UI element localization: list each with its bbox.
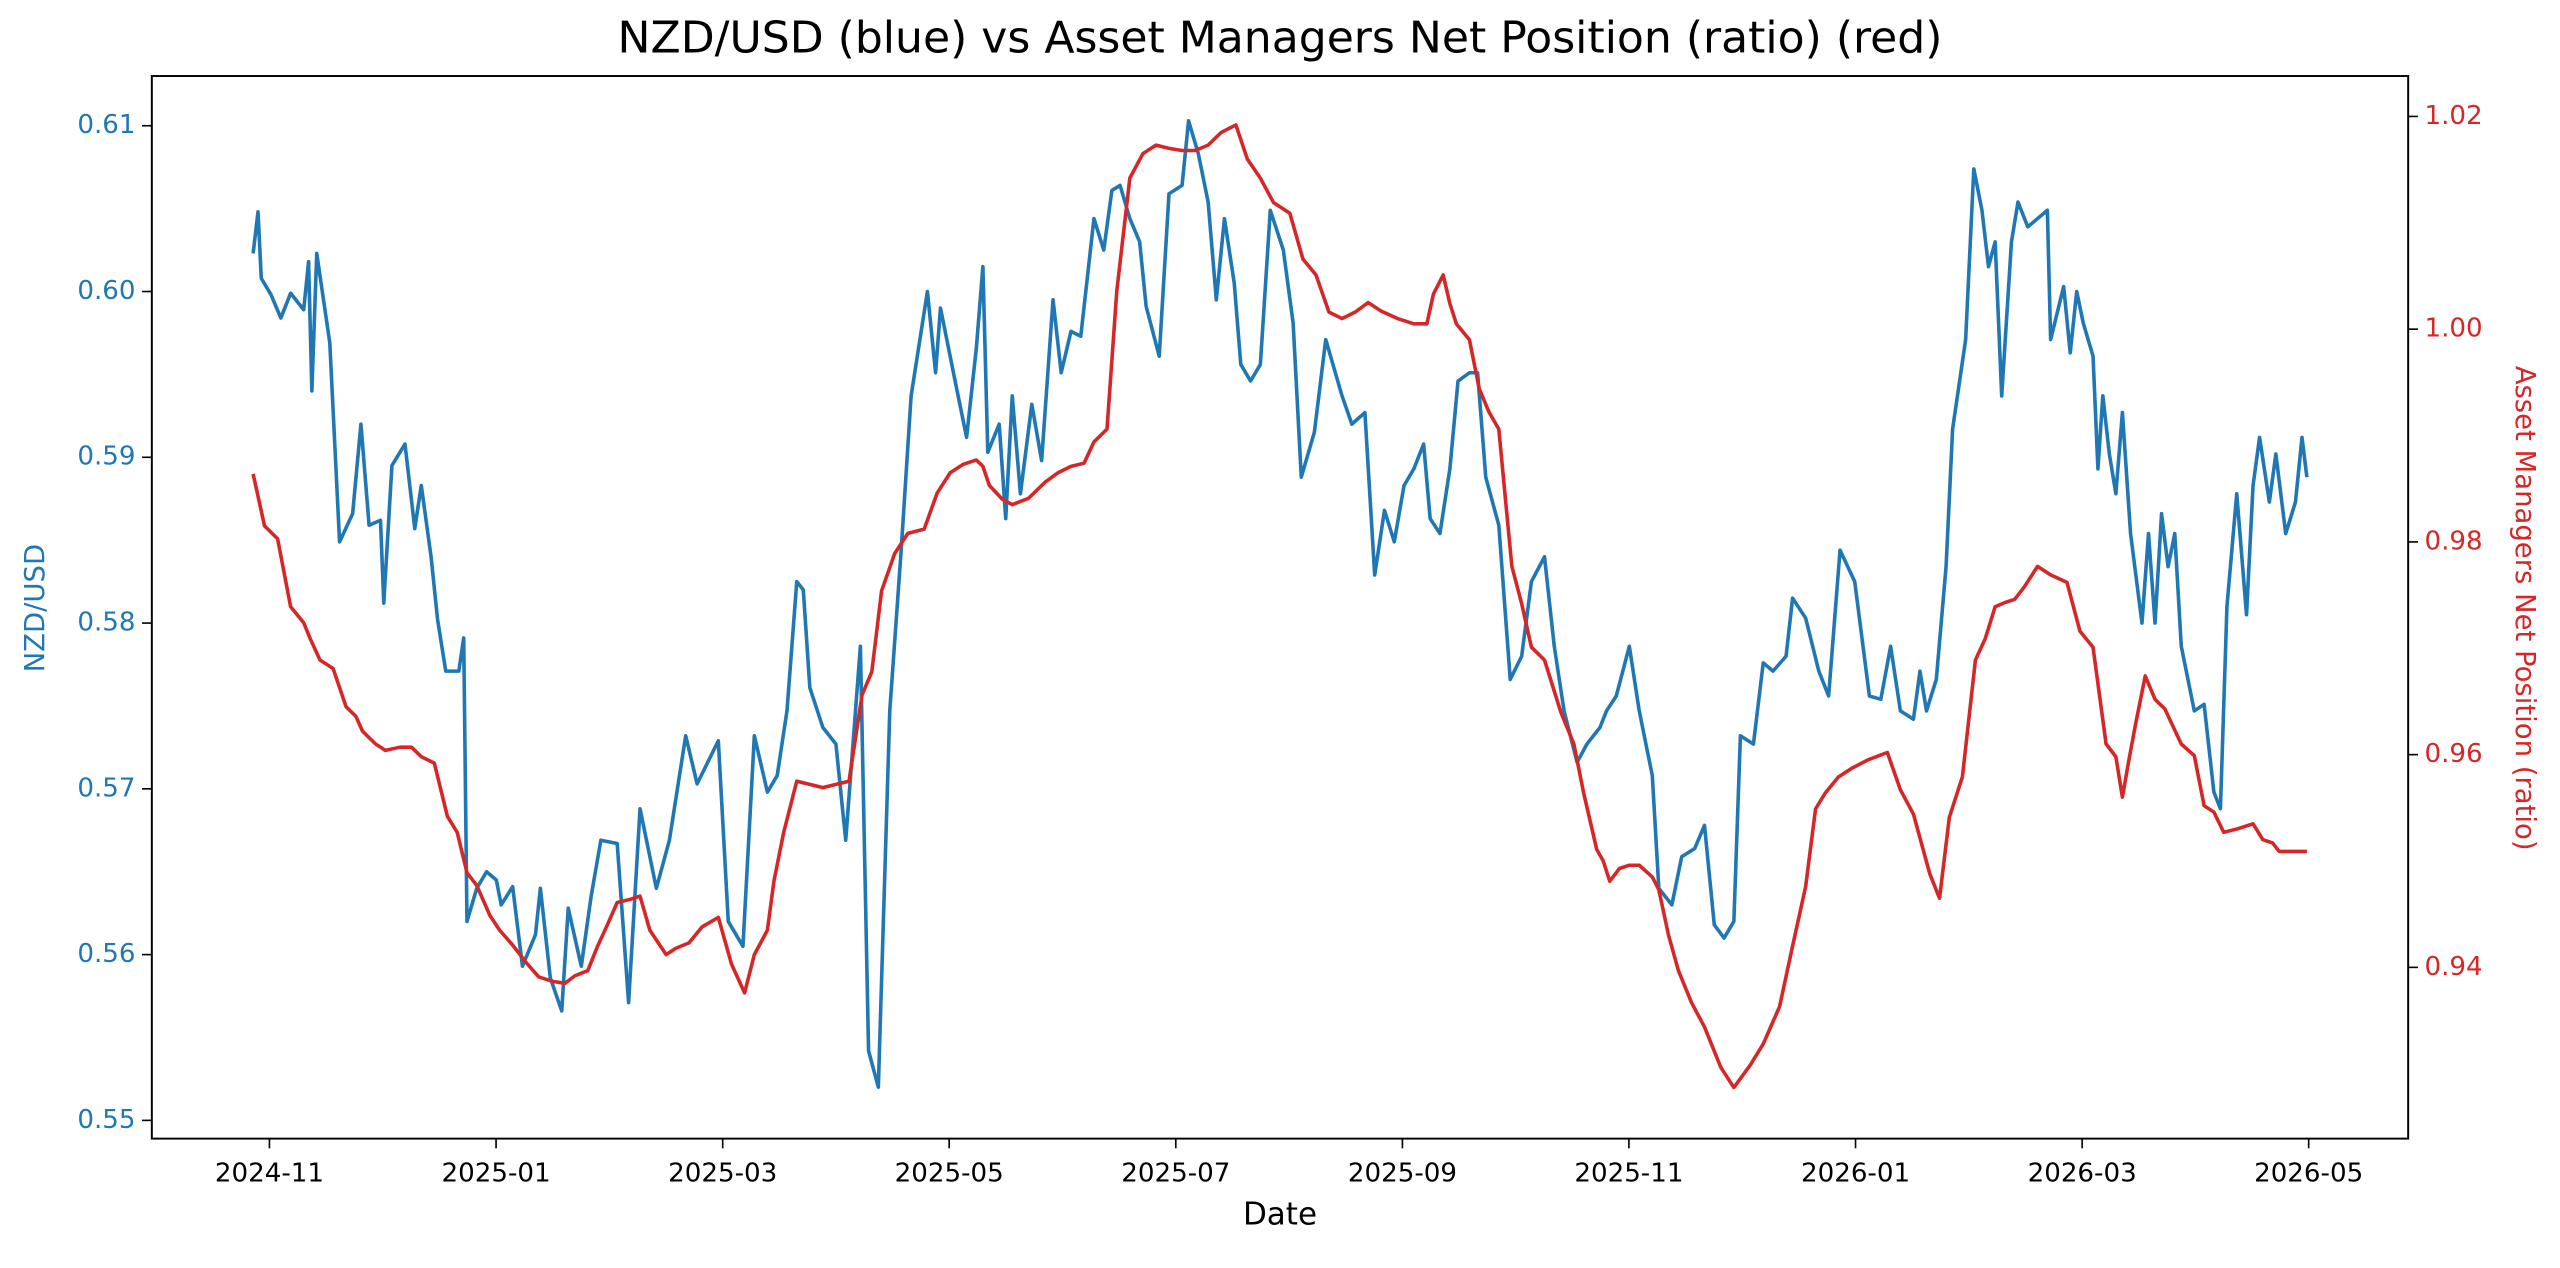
y-tick-label: 0.59 [77,442,135,472]
series-line [251,123,2307,1090]
y2-tick-label: 0.98 [2424,526,2482,556]
x-tick-label: 2025-07 [1121,1159,1230,1189]
y-tick-label: 0.56 [77,939,135,969]
y-axis-label: NZD/USD [18,544,51,673]
x-tick-label: 2026-03 [2028,1159,2137,1189]
y2-tick-label: 1.00 [2424,314,2482,344]
x-tick-label: 2025-01 [441,1159,550,1189]
chart-title: NZD/USD (blue) vs Asset Managers Net Pos… [618,13,1943,64]
y-tick-label: 0.58 [77,608,135,638]
x-tick-label: 2025-05 [895,1159,1004,1189]
y-tick-label: 0.60 [77,276,135,306]
plot-frame [150,75,2410,1140]
x-tick-label: 2025-03 [668,1159,777,1189]
x-axis-label: Date [1243,1197,1317,1233]
x-tick-label: 2026-05 [2254,1159,2363,1189]
series-line [251,118,2309,1090]
y-tick-label: 0.55 [77,1105,135,1135]
y-tick-label: 0.61 [77,110,135,140]
y2-tick-label: 0.96 [2424,739,2482,769]
y2-tick-label: 0.94 [2424,952,2482,982]
y2-axis-label: Asset Managers Net Position (ratio) [2509,366,2542,851]
x-tick-label: 2026-01 [1801,1159,1910,1189]
y2-tick-label: 1.02 [2424,101,2482,131]
x-tick-label: 2025-11 [1574,1159,1683,1189]
x-tick-label: 2024-11 [215,1159,324,1189]
x-tick-label: 2025-09 [1348,1159,1457,1189]
y-tick-label: 0.57 [77,773,135,803]
